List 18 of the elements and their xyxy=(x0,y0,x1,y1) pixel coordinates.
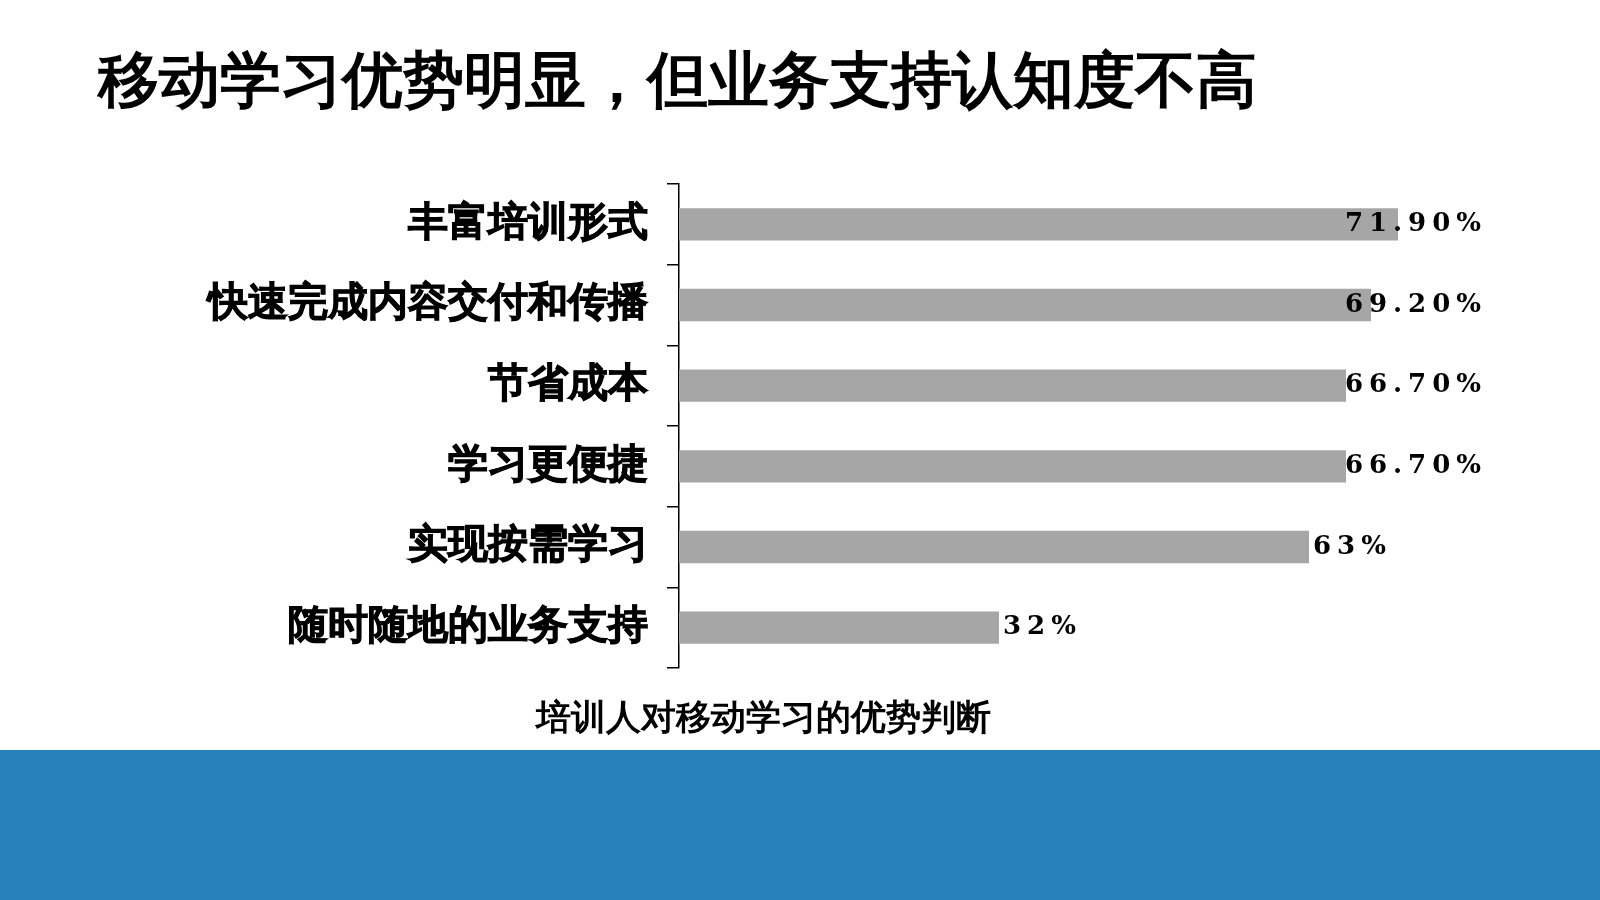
text: 培训人对移动学习的优势判断 xyxy=(535,696,991,739)
data-label: 71.90% xyxy=(1344,207,1487,238)
y-tick-label: 快速完成内容交付和传播 xyxy=(206,278,648,325)
bar xyxy=(679,450,1346,483)
y-tick-label: 学习更便捷 xyxy=(448,439,648,486)
bar xyxy=(679,369,1346,402)
data-label: 69.20% xyxy=(1344,287,1487,318)
y-tick-label: 随时随地的业务支持 xyxy=(288,601,648,648)
bar xyxy=(679,530,1309,564)
y-tick-label: 丰富培训形式 xyxy=(407,197,648,244)
bar xyxy=(679,611,999,644)
data-label: 63% xyxy=(1313,529,1392,560)
data-label: 66.70% xyxy=(1344,449,1487,480)
data-label: 66.70% xyxy=(1344,368,1487,399)
y-tick-label: 节省成本 xyxy=(487,359,648,406)
y-tick-label: 实现按需学习 xyxy=(408,520,648,567)
data-label: 32% xyxy=(1003,610,1082,641)
chart-title: 移动学习优势明显，但业务支持认知度不高 xyxy=(98,43,1257,117)
